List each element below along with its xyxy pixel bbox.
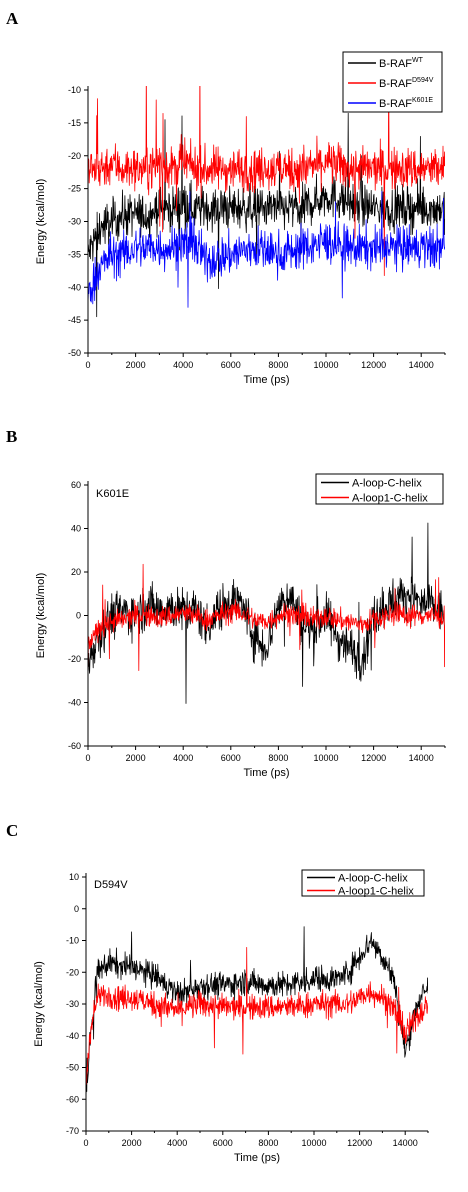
series-group	[88, 522, 445, 704]
y-tick-label: -40	[66, 1031, 79, 1041]
x-tick-label: 10000	[301, 1138, 326, 1148]
y-tick-label: -35	[68, 249, 81, 259]
y-tick-label: 0	[74, 904, 79, 914]
x-axis-label: Time (ps)	[243, 374, 289, 386]
series-line-1	[88, 112, 445, 318]
y-tick-label: 20	[71, 567, 81, 577]
panel-label: C	[6, 821, 18, 840]
x-tick-label: 6000	[213, 1138, 233, 1148]
y-axis-label: Energy (kcal/mol)	[35, 573, 47, 659]
legend-box	[301, 869, 425, 897]
y-axis-label: Energy (kcal/mol)	[33, 961, 45, 1047]
chart-panel-b: B 0 2000 4000 6000 8000 10000 12000 14000 -60 -40 -…	[6, 427, 446, 779]
y-tick-label: -60	[66, 1094, 79, 1104]
y-tick-label: -20	[68, 151, 81, 161]
x-tick-label: 2000	[122, 1138, 142, 1148]
y-tick-label: -45	[68, 315, 81, 325]
series-line-2	[86, 947, 428, 1085]
y-tick-label: -70	[66, 1126, 79, 1136]
y-tick-label: 60	[71, 480, 81, 490]
y-tick-label: -30	[66, 999, 79, 1009]
y-tick-label: -10	[66, 936, 79, 946]
y-axis-label: Energy (kcal/mol)	[35, 179, 47, 265]
x-tick-label: 8000	[258, 1138, 278, 1148]
x-tick-label: 0	[83, 1138, 88, 1148]
legend-label: A-loop1-C-helix	[352, 493, 428, 505]
legend-label: A-loop-C-helix	[338, 873, 408, 885]
x-tick-label: 2000	[126, 360, 146, 370]
legend-superscript: D594V	[412, 77, 434, 84]
x-tick-label: 6000	[221, 360, 241, 370]
panel-annotation: K601E	[96, 488, 129, 500]
series-group	[86, 926, 428, 1099]
x-axis-label: Time (ps)	[243, 767, 289, 779]
x-tick-label: 0	[85, 753, 90, 763]
y-tick-label: -60	[68, 741, 81, 751]
series-line-2	[88, 86, 445, 276]
series-line-2	[88, 563, 445, 679]
y-tick-label: -25	[68, 184, 81, 194]
x-tick-label: 10000	[313, 360, 338, 370]
y-tick-label: -20	[66, 967, 79, 977]
x-tick-label: 10000	[313, 753, 338, 763]
series-line-3	[88, 191, 445, 308]
chart-panel-a: A 0 2000 4000 6000 8000 10000 12000 14000 -50 -45 -…	[6, 9, 446, 386]
y-tick-label: 0	[76, 611, 81, 621]
legend-label: A-loop-C-helix	[352, 478, 422, 490]
y-tick-label: -50	[66, 1063, 79, 1073]
x-tick-label: 14000	[393, 1138, 418, 1148]
x-tick-label: 8000	[268, 360, 288, 370]
series-line-1	[88, 522, 445, 704]
x-tick-label: 12000	[347, 1138, 372, 1148]
x-tick-label: 4000	[173, 360, 193, 370]
panel-label: A	[6, 9, 19, 28]
series-group	[88, 86, 445, 318]
x-tick-label: 8000	[268, 753, 288, 763]
y-tick-label: -50	[68, 348, 81, 358]
legend-superscript: K601E	[412, 97, 433, 104]
legend-superscript: WT	[412, 57, 424, 64]
y-tick-label: 10	[69, 872, 79, 882]
x-tick-label: 14000	[409, 753, 434, 763]
x-tick-label: 12000	[361, 753, 386, 763]
legend-label: A-loop1-C-helix	[338, 886, 414, 898]
y-tick-label: -15	[68, 118, 81, 128]
y-tick-label: 40	[71, 524, 81, 534]
x-tick-label: 0	[85, 360, 90, 370]
legend: A-loop-C-helix A-loop1-C-helix	[315, 473, 444, 505]
panel-annotation: D594V	[94, 879, 128, 891]
x-tick-label: 4000	[173, 753, 193, 763]
y-tick-label: -20	[68, 654, 81, 664]
y-tick-label: -40	[68, 698, 81, 708]
series-line-1	[86, 926, 428, 1099]
x-axis-label: Time (ps)	[234, 1152, 280, 1164]
chart-panel-c: C 0 2000 4000 6000 8000 10000 12000 14000 -70 -60 -…	[6, 821, 429, 1164]
y-tick-label: -40	[68, 282, 81, 292]
panel-label: B	[6, 427, 17, 446]
x-tick-label: 4000	[167, 1138, 187, 1148]
y-tick-label: -10	[68, 85, 81, 95]
y-tick-label: -30	[68, 217, 81, 227]
legend-box	[342, 51, 443, 113]
x-tick-label: 2000	[126, 753, 146, 763]
x-tick-label: 6000	[221, 753, 241, 763]
x-tick-label: 12000	[361, 360, 386, 370]
legend-box	[315, 473, 444, 505]
x-tick-label: 14000	[409, 360, 434, 370]
